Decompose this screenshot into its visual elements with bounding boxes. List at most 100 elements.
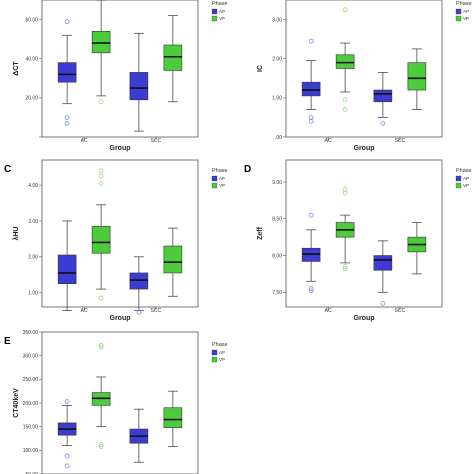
box-vp-ac [335,7,355,112]
y-tick-label: 50.00 [25,472,38,474]
legend-swatch [211,175,218,182]
box-iqr [373,255,393,271]
box-vp-scc [163,390,183,447]
legend-item-label: AP [219,9,225,14]
outlier-point [64,120,70,126]
x-tick-label: AC [81,138,88,144]
box-ap-ac [57,399,77,469]
outlier-point [98,444,104,449]
box-iqr [129,72,149,101]
legend-item-label: VP [219,16,225,21]
outlier-point [342,266,348,272]
box-ap-ac [301,38,321,124]
y-axis-label: λHU [12,226,20,240]
y-tick-label: 2.00 [272,57,282,63]
outlier-point [98,344,104,350]
y-axis-label: Zeff [257,226,264,240]
x-axis-label: Group [354,315,375,322]
legend-swatch [455,15,462,22]
y-tick-label: 40.00 [25,57,38,63]
legend-swatch [455,175,462,182]
box-vp-scc [407,222,427,275]
outlier-point [380,300,386,306]
chart-panel-3: C 1.00 2.00 3.00 4.00 λHU AC SCC Group Phase AP VP [4,159,228,322]
legend-swatch [455,182,462,189]
box-iqr [163,44,183,71]
y-axis-label: IC [257,65,264,72]
legend-swatch [211,349,218,356]
x-axis-label: Group [110,315,131,322]
box-vp-scc [407,48,427,110]
legend-item-label: VP [219,357,225,362]
box-iqr [373,89,393,103]
y-tick-label: .00 [275,135,282,141]
legend-swatch [455,8,462,15]
legend-swatch [211,356,218,363]
box-iqr [301,81,321,97]
outlier-point [98,168,104,174]
legend: Phase AP VP [455,168,472,189]
box-ap-scc [373,72,393,126]
outlier-point [136,310,142,315]
outlier-point [342,107,348,112]
panel-label: C [4,164,11,175]
chart-panel-1: 20.00 40.00 60.00 ΔCT AC SCC Group Phase AP VP [13,0,228,152]
y-tick-label: 9.00 [272,180,282,186]
legend-item-label: VP [463,183,469,188]
y-tick-label: 350.00 [23,330,39,336]
legend-swatch [211,15,218,22]
y-tick-label: 4.00 [28,183,38,189]
legend-swatch [211,8,218,15]
outlier-point [308,288,314,294]
y-tick-label: 150.00 [23,424,39,430]
y-tick-label: 3.00 [272,17,282,23]
y-tick-label: 60.00 [25,17,38,23]
box-ap-scc [373,240,393,306]
outlier-point [64,399,70,404]
box-iqr [335,54,355,69]
box-vp-ac [91,168,111,301]
box-vp-scc [163,227,183,297]
legend-item-label: AP [463,176,469,181]
legend-item-label: AP [219,176,225,181]
outlier-point [98,295,104,301]
x-axis-label: Group [110,145,131,152]
outlier-point [308,38,314,44]
box-ap-scc [129,256,149,315]
x-tick-label: SCC [395,138,406,144]
x-tick-label: AC [81,308,88,314]
box-iqr [57,254,77,284]
box-iqr [57,62,77,83]
outlier-point [98,442,104,448]
outlier-point [342,97,348,103]
legend-item-label: VP [219,183,225,188]
outlier-point [98,173,104,179]
chart-panel-2: .00 1.00 2.00 3.00 IC AC SCC Group Phase AP VP [257,0,472,152]
plot-frame [41,159,199,308]
y-tick-label: 100.00 [23,448,39,454]
chart-panel-5: E 50.00 100.00 150.00 200.00 250.00 300.00 350.… [4,330,228,474]
box-iqr [407,62,427,91]
legend-title: Phase [212,1,228,7]
x-tick-label: AC [325,138,332,144]
legend-swatch [211,182,218,189]
y-tick-label: 8.00 [272,253,282,259]
outlier-point [380,120,386,126]
y-tick-label: 2.00 [28,255,38,261]
y-tick-label: 20.00 [25,96,38,102]
legend: Phase AP VP [211,342,228,363]
outlier-point [98,342,104,348]
outlier-point [64,463,70,469]
legend-title: Phase [456,168,472,174]
box-ap-scc [129,408,149,463]
outlier-point [64,19,70,24]
outlier-point [98,180,104,186]
box-iqr [91,226,111,254]
y-tick-label: 300.00 [23,353,39,359]
y-axis-label: ΔCT [13,61,20,76]
box-ap-scc [129,32,149,132]
outlier-point [342,190,348,196]
outlier-point [98,99,104,105]
box-iqr [163,245,183,274]
legend-title: Phase [456,1,472,7]
